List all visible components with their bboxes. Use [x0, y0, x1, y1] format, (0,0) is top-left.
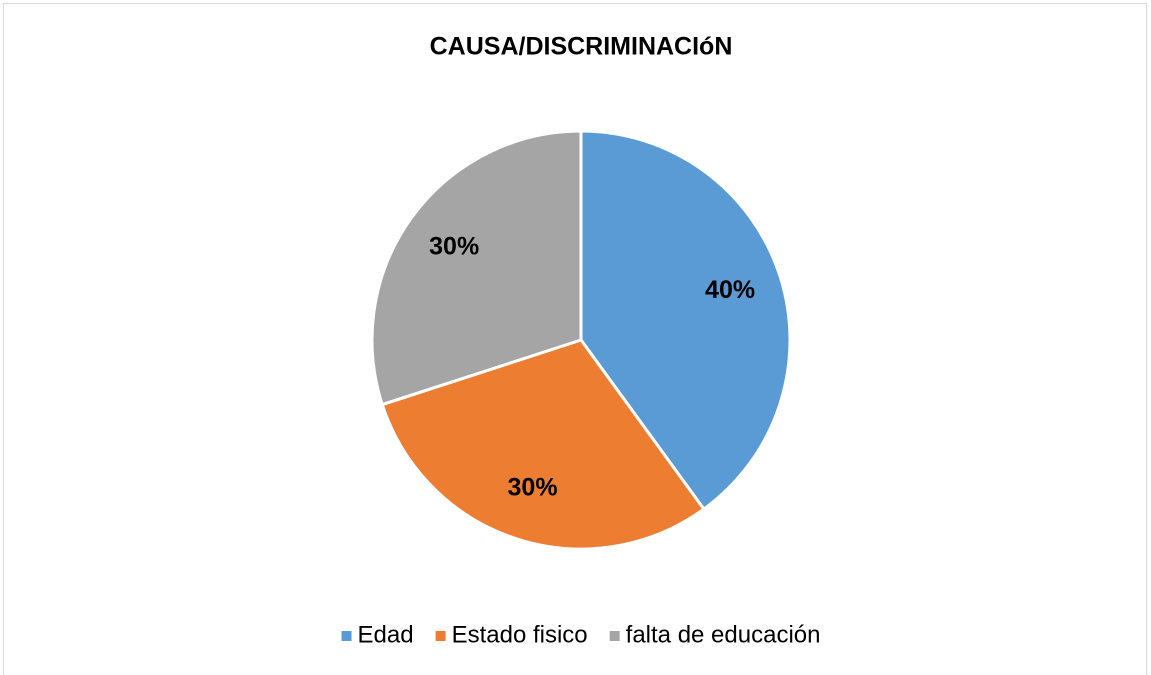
legend-label: falta de educación [626, 621, 821, 648]
pie-slice [370, 129, 583, 407]
pie-slice [380, 338, 706, 551]
legend-swatch [435, 631, 446, 641]
pie-slice [579, 129, 792, 512]
legend-swatch [609, 631, 620, 641]
legend-label: Edad [358, 621, 414, 648]
legend-swatch [341, 631, 352, 641]
data-label: 30% [508, 474, 558, 502]
legend-label: Estado fisico [452, 621, 588, 648]
data-label: 40% [705, 276, 755, 304]
chart-title: CAUSA/DISCRIMINACIóN [430, 33, 733, 61]
data-label: 30% [429, 232, 479, 260]
